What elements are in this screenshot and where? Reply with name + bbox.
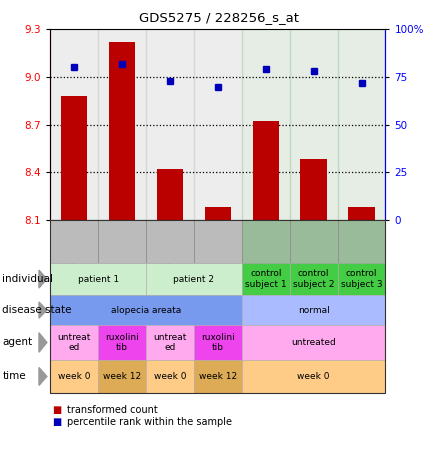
Text: week 0: week 0 xyxy=(58,372,91,381)
Text: week 0: week 0 xyxy=(297,372,330,381)
Text: untreat
ed: untreat ed xyxy=(58,333,91,352)
Bar xyxy=(50,29,98,220)
Text: control
subject 3: control subject 3 xyxy=(341,270,382,289)
Text: patient 1: patient 1 xyxy=(78,275,119,284)
Bar xyxy=(146,29,194,220)
Text: week 0: week 0 xyxy=(154,372,186,381)
Text: week 12: week 12 xyxy=(103,372,141,381)
Bar xyxy=(253,121,279,220)
Text: ■: ■ xyxy=(53,417,62,427)
Text: week 12: week 12 xyxy=(199,372,237,381)
Bar xyxy=(109,42,135,220)
Text: ■: ■ xyxy=(53,405,62,415)
Text: transformed count: transformed count xyxy=(67,405,157,415)
Bar xyxy=(348,207,374,220)
Text: individual: individual xyxy=(2,274,53,284)
Text: control
subject 2: control subject 2 xyxy=(293,270,334,289)
Text: control
subject 1: control subject 1 xyxy=(245,270,286,289)
Text: untreated: untreated xyxy=(291,338,336,347)
Text: GDS5275 / 228256_s_at: GDS5275 / 228256_s_at xyxy=(139,11,299,24)
Bar xyxy=(157,169,183,220)
Text: time: time xyxy=(2,371,26,381)
Bar xyxy=(300,159,327,220)
Text: disease state: disease state xyxy=(2,305,72,315)
Bar xyxy=(205,207,231,220)
Text: ruxolini
tib: ruxolini tib xyxy=(201,333,235,352)
Bar xyxy=(290,29,338,220)
Text: normal: normal xyxy=(298,306,329,314)
Bar xyxy=(98,29,146,220)
Text: agent: agent xyxy=(2,337,32,347)
Text: untreat
ed: untreat ed xyxy=(153,333,187,352)
Text: ruxolini
tib: ruxolini tib xyxy=(105,333,139,352)
Bar xyxy=(242,29,290,220)
Text: percentile rank within the sample: percentile rank within the sample xyxy=(67,417,232,427)
Bar xyxy=(61,96,88,220)
Bar xyxy=(338,29,385,220)
Bar xyxy=(194,29,242,220)
Text: alopecia areata: alopecia areata xyxy=(111,306,181,314)
Text: patient 2: patient 2 xyxy=(173,275,215,284)
